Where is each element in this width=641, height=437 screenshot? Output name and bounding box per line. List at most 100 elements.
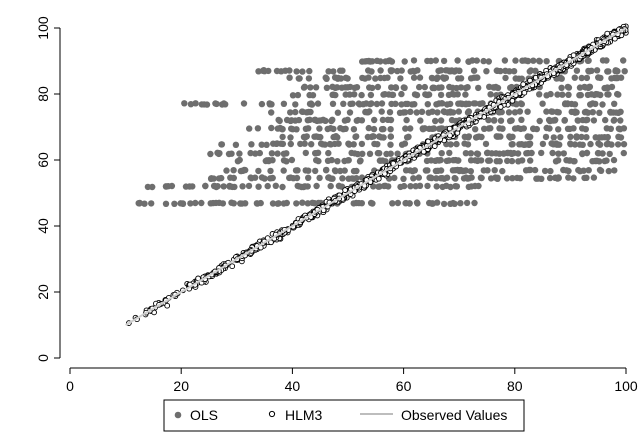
ols-point xyxy=(287,140,294,148)
ols-point xyxy=(546,174,554,182)
ols-point xyxy=(428,157,435,164)
ols-point xyxy=(242,200,249,207)
ols-point xyxy=(203,101,211,108)
ols-point xyxy=(388,84,395,91)
ols-point xyxy=(547,167,554,175)
ols-point xyxy=(323,75,330,83)
ols-point xyxy=(312,167,319,175)
ols-point xyxy=(379,116,387,124)
ols-point xyxy=(524,133,531,141)
ols-point xyxy=(471,182,479,190)
ols-point xyxy=(411,167,418,174)
ols-point xyxy=(413,109,420,116)
ols-point xyxy=(342,125,349,132)
ols-point xyxy=(350,126,358,133)
ols-point xyxy=(486,83,493,91)
ols-point xyxy=(332,91,339,99)
ols-point xyxy=(614,68,621,75)
ols-point xyxy=(136,200,143,207)
ols-point xyxy=(447,183,454,191)
ols-point xyxy=(444,67,451,74)
x-tick-label: 0 xyxy=(66,378,74,394)
ols-point xyxy=(490,117,498,124)
ols-point xyxy=(603,157,610,164)
ols-point xyxy=(378,134,385,141)
ols-point xyxy=(358,140,366,148)
ols-point xyxy=(370,125,378,133)
ols-point xyxy=(266,101,274,108)
ols-point xyxy=(606,150,613,158)
ols-point xyxy=(317,117,325,124)
ols-point xyxy=(434,109,441,116)
ols-point xyxy=(218,141,226,148)
ols-point xyxy=(300,133,308,141)
ols-point xyxy=(546,125,553,132)
ols-point xyxy=(604,133,611,141)
ols-point xyxy=(387,116,395,124)
ols-point xyxy=(177,200,184,207)
ols-point xyxy=(410,175,417,182)
ols-point xyxy=(313,157,320,164)
ols-point xyxy=(396,109,404,117)
ols-point xyxy=(355,100,362,107)
ols-point xyxy=(192,199,199,207)
ols-point xyxy=(485,116,492,124)
ols-point xyxy=(182,183,190,190)
legend-hlm3-marker xyxy=(268,410,276,418)
ols-point xyxy=(365,67,372,74)
ols-point xyxy=(248,141,255,148)
ols-point xyxy=(527,166,534,174)
ols-point xyxy=(512,57,519,64)
ols-point xyxy=(610,156,618,164)
ols-point xyxy=(543,58,550,65)
ols-point xyxy=(300,84,308,91)
ols-point xyxy=(492,174,499,181)
ols-point xyxy=(611,100,618,108)
ols-point xyxy=(605,91,612,98)
y-tick-label: 20 xyxy=(35,284,51,300)
ols-point xyxy=(325,68,332,75)
ols-point xyxy=(274,200,281,207)
ols-point xyxy=(329,116,336,124)
ols-point xyxy=(359,58,366,65)
y-tick-label: 80 xyxy=(35,86,51,102)
ols-point xyxy=(141,200,148,207)
ols-point xyxy=(523,150,530,157)
ols-point xyxy=(513,174,521,182)
ols-point xyxy=(236,150,243,157)
ols-point xyxy=(341,117,349,124)
ols-point xyxy=(597,91,604,99)
ols-point xyxy=(496,125,503,132)
ols-point xyxy=(356,158,364,165)
ols-point xyxy=(543,108,550,115)
ols-point xyxy=(230,200,237,207)
ols-point xyxy=(547,90,554,98)
ols-point xyxy=(237,167,245,175)
ols-point xyxy=(268,150,276,157)
ols-point xyxy=(280,100,288,108)
ols-point xyxy=(427,174,434,181)
ols-point xyxy=(210,175,217,182)
ols-point xyxy=(462,84,470,92)
hlm3-point xyxy=(570,52,577,59)
ols-point xyxy=(283,158,290,165)
ols-point xyxy=(220,183,227,190)
ols-point xyxy=(468,174,475,181)
ols-point xyxy=(299,199,306,206)
ols-point xyxy=(265,67,272,75)
ols-point xyxy=(416,83,423,91)
ols-point xyxy=(579,141,586,148)
ols-point xyxy=(288,156,296,164)
ols-point xyxy=(213,100,220,108)
ols-point xyxy=(398,141,406,148)
ols-point xyxy=(417,117,424,124)
ols-point xyxy=(211,182,218,190)
ols-point xyxy=(531,166,539,174)
ols-point xyxy=(363,100,370,107)
ols-point xyxy=(209,199,217,207)
ols-point xyxy=(517,100,524,107)
ols-point xyxy=(387,67,394,74)
ols-point xyxy=(385,91,392,98)
ols-point xyxy=(472,100,479,107)
